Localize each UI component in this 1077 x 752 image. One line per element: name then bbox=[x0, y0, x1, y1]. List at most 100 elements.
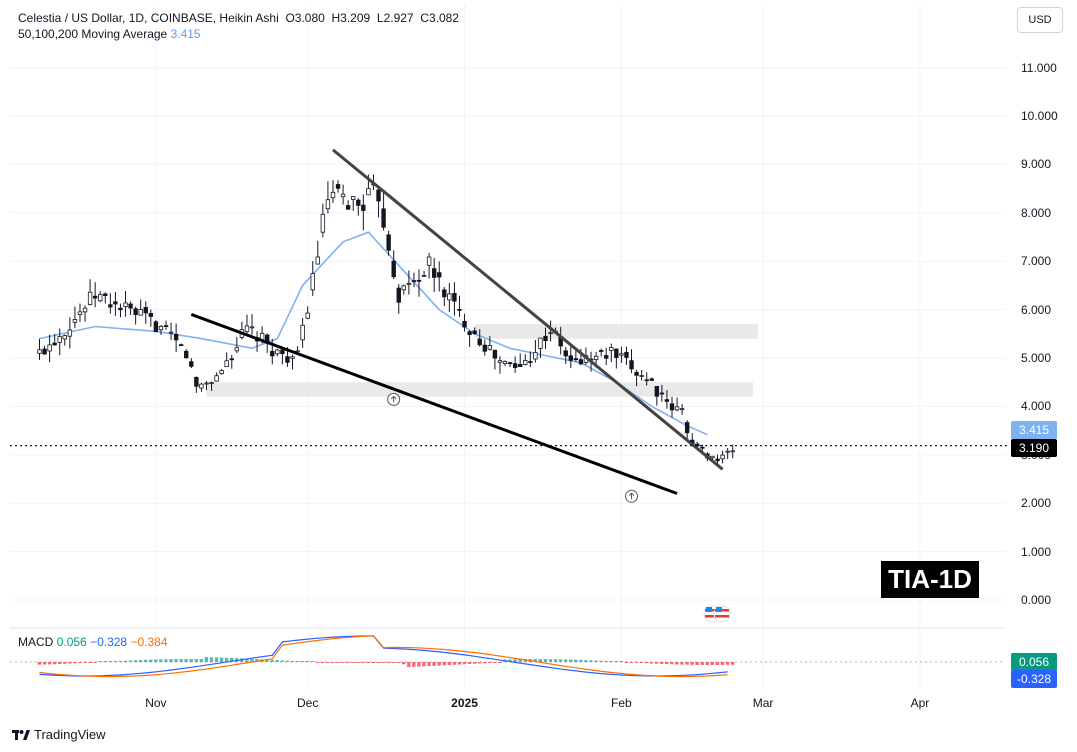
candle bbox=[411, 272, 417, 288]
candle bbox=[254, 331, 260, 352]
candle-body bbox=[285, 356, 290, 363]
candle-body bbox=[103, 293, 108, 297]
candle bbox=[669, 396, 675, 418]
candle-body bbox=[472, 330, 477, 335]
macd-bar bbox=[285, 660, 290, 662]
candle bbox=[148, 309, 154, 327]
macd-bar bbox=[42, 662, 47, 665]
event-markers-layer bbox=[387, 392, 639, 503]
candle bbox=[214, 372, 219, 382]
macd-bar bbox=[118, 660, 123, 662]
candle bbox=[457, 295, 462, 317]
candle-body bbox=[720, 454, 725, 460]
macd-bar bbox=[88, 662, 92, 663]
candle bbox=[361, 194, 366, 231]
candle-body bbox=[224, 360, 229, 368]
candle bbox=[178, 343, 184, 347]
tradingview-logo[interactable]: TradingView bbox=[12, 727, 106, 742]
candle-body bbox=[573, 358, 579, 361]
candle bbox=[62, 334, 67, 346]
candle-body bbox=[700, 446, 705, 449]
candle bbox=[138, 299, 143, 316]
candle-body bbox=[609, 347, 614, 351]
macd-legend-signal: −0.328 bbox=[90, 635, 128, 649]
candle-body bbox=[173, 333, 179, 341]
candle-body bbox=[578, 359, 584, 365]
macd-bar bbox=[164, 659, 168, 662]
time-tick-label: Nov bbox=[145, 696, 167, 710]
candle bbox=[497, 356, 503, 374]
arrow-up-icon bbox=[625, 489, 639, 503]
macd-bar bbox=[523, 659, 527, 662]
ma-legend-value: 3.415 bbox=[170, 27, 201, 41]
candle-body bbox=[447, 293, 452, 301]
candle bbox=[442, 287, 447, 306]
macd-bar bbox=[513, 659, 517, 662]
flag-stripe bbox=[705, 615, 719, 618]
currency-button[interactable]: USD bbox=[1017, 7, 1063, 33]
candle-body bbox=[452, 292, 457, 302]
candle-body bbox=[351, 196, 356, 200]
candle-body bbox=[381, 208, 386, 228]
candle-body bbox=[219, 370, 224, 375]
candle-body bbox=[62, 335, 67, 340]
macd-bar bbox=[169, 659, 173, 662]
macd-bar bbox=[204, 657, 209, 662]
macd-bar bbox=[108, 661, 112, 662]
macd-legend[interactable]: MACD 0.056 −0.328 −0.384 bbox=[18, 635, 168, 649]
macd-bar bbox=[574, 659, 578, 662]
candle-body bbox=[320, 213, 326, 233]
macd-bar bbox=[396, 662, 401, 663]
macd-bar bbox=[63, 662, 67, 664]
symbol-legend[interactable]: Celestia / US Dollar, 1D, COINBASE, Heik… bbox=[18, 11, 459, 25]
macd-bar bbox=[149, 659, 153, 662]
ma-legend[interactable]: 50,100,200 Moving Average 3.415 bbox=[18, 27, 201, 41]
macd-pane bbox=[10, 635, 1005, 678]
price-tick-label: 11.000 bbox=[1021, 60, 1057, 75]
macd-bar bbox=[705, 662, 710, 665]
candle-body bbox=[492, 349, 498, 359]
price-tick-label: 8.000 bbox=[1021, 205, 1052, 220]
candle-body bbox=[310, 273, 315, 291]
candle-body bbox=[614, 348, 619, 358]
candle-body bbox=[305, 312, 310, 319]
candle-body bbox=[229, 358, 234, 361]
candle bbox=[295, 346, 300, 353]
symbol-title: Celestia / US Dollar, 1D, COINBASE, Heik… bbox=[18, 11, 279, 25]
candle-body bbox=[325, 199, 331, 210]
candle-body bbox=[442, 289, 447, 298]
arrow-up-icon bbox=[387, 392, 401, 406]
candle bbox=[249, 314, 255, 335]
candle bbox=[609, 343, 614, 363]
candle-body bbox=[92, 295, 98, 299]
candle-body bbox=[295, 350, 300, 353]
time-tick-label: Mar bbox=[752, 696, 774, 710]
macd-bar bbox=[472, 662, 477, 664]
macd-bar bbox=[589, 660, 593, 662]
candle-body bbox=[340, 193, 346, 198]
candle bbox=[103, 292, 108, 304]
candle-body bbox=[679, 408, 685, 411]
candle bbox=[229, 354, 234, 369]
macd-bar bbox=[78, 662, 82, 664]
macd-bar bbox=[644, 662, 649, 664]
macd-bar bbox=[427, 662, 431, 667]
candle-body bbox=[108, 304, 113, 308]
price-tick-label: 0.000 bbox=[1021, 593, 1052, 607]
brand-name: TradingView bbox=[34, 727, 106, 742]
candle-body bbox=[158, 325, 164, 331]
macd-bar bbox=[290, 660, 295, 662]
candle bbox=[335, 180, 341, 193]
candle-body bbox=[386, 234, 391, 251]
candle-body bbox=[684, 422, 690, 434]
macd-bar bbox=[553, 659, 558, 662]
candle bbox=[467, 330, 472, 347]
candle-body bbox=[664, 399, 670, 402]
macd-bar bbox=[482, 662, 487, 664]
candle-body bbox=[67, 329, 73, 337]
macd-bar bbox=[83, 662, 87, 663]
candle bbox=[67, 317, 73, 349]
macd-bar bbox=[275, 660, 279, 662]
macd-bar bbox=[214, 657, 219, 662]
